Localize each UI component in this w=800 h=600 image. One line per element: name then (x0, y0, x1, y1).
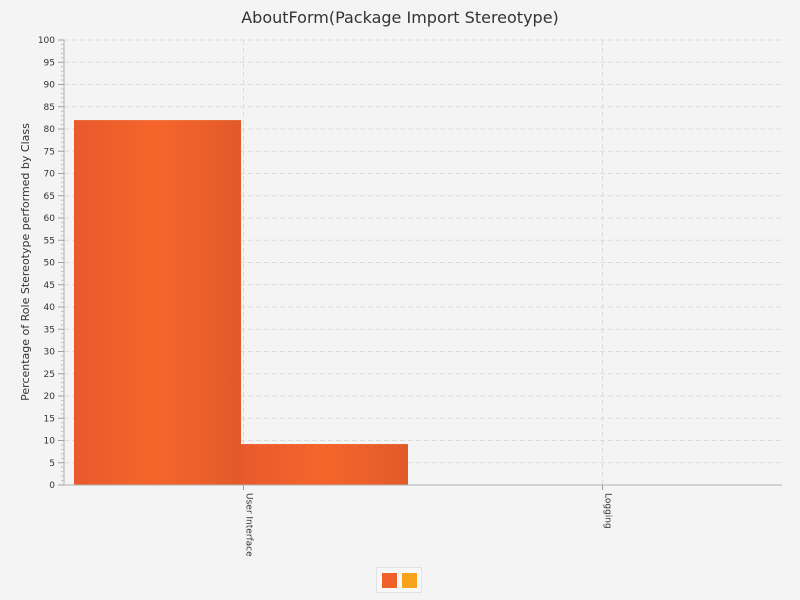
y-tick-label: 0 (49, 481, 55, 491)
y-tick-label: 90 (44, 81, 56, 91)
y-tick-label: 80 (44, 125, 56, 135)
y-tick-label: 60 (44, 214, 56, 224)
y-tick-label: 20 (44, 392, 56, 402)
y-tick-label: 75 (44, 147, 55, 157)
y-tick-label: 95 (44, 58, 55, 68)
x-category-label: Logging (603, 493, 613, 529)
y-axis-label: Percentage of Role Stereotype performed … (19, 123, 32, 401)
bar-0-0 (74, 120, 241, 485)
y-tick-label: 25 (44, 370, 55, 380)
y-tick-label: 85 (44, 103, 55, 113)
y-tick-label: 55 (44, 236, 55, 246)
y-tick-label: 15 (44, 414, 55, 424)
y-axis-ticks: 0 5 10 15 20 25 30 35 40 45 50 55 60 65 70 75 80 85 90 95 10… (38, 36, 64, 491)
y-tick-label: 65 (44, 192, 55, 202)
y-tick-label: 10 (44, 437, 56, 447)
chart-title: AboutForm(Package Import Stereotype) (241, 8, 559, 27)
bar-0-1 (241, 444, 408, 485)
y-tick-label: 70 (44, 170, 56, 180)
x-axis-categories: User Interface Logging (243, 485, 613, 557)
y-tick-label: 50 (44, 259, 56, 269)
y-tick-label: 5 (49, 459, 55, 469)
legend-swatch-1 (401, 572, 417, 588)
x-category-label: User Interface (244, 493, 254, 557)
y-tick-label: 100 (38, 36, 55, 46)
legend (376, 567, 422, 593)
y-tick-label: 35 (44, 325, 55, 335)
bars (74, 120, 408, 485)
y-tick-label: 45 (44, 281, 55, 291)
legend-swatch-0 (381, 572, 397, 588)
y-tick-label: 40 (44, 303, 56, 313)
grid (64, 39, 782, 485)
y-tick-label: 30 (44, 348, 56, 358)
